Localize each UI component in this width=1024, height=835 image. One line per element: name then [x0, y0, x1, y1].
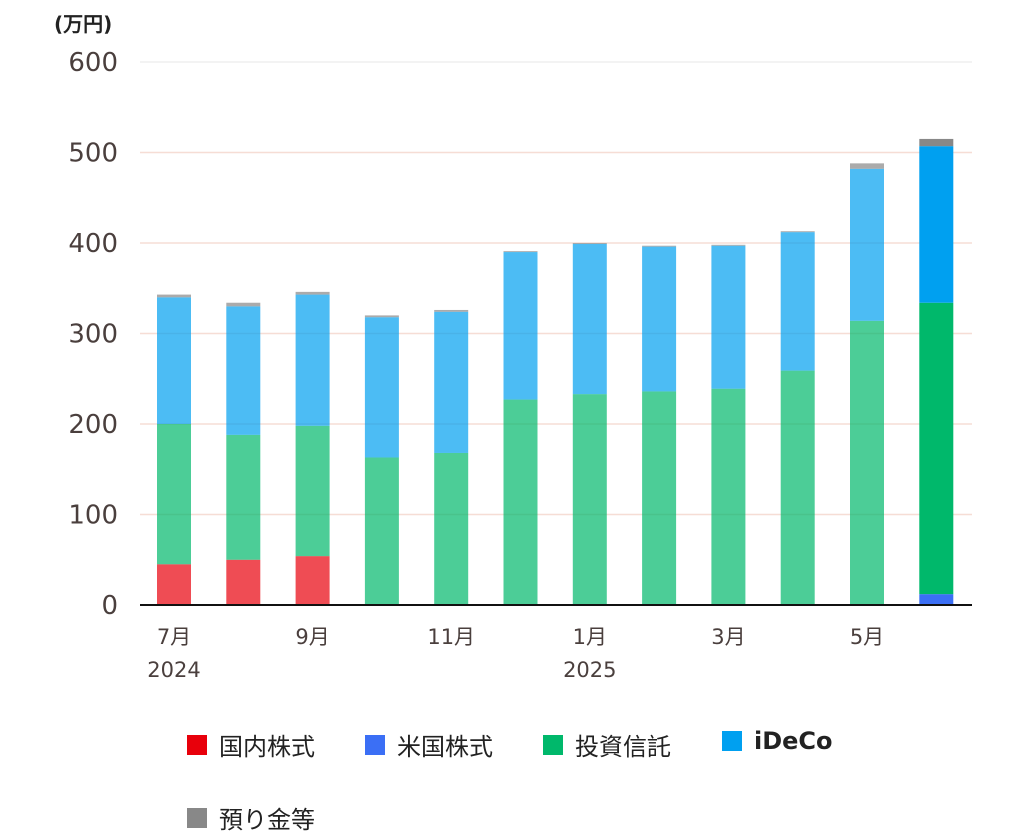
y-tick-label: 600: [68, 48, 118, 78]
bar-segment: [711, 388, 746, 605]
bar-segment: [642, 391, 677, 605]
bar-stack: [364, 315, 399, 605]
bar-segment: [295, 425, 330, 557]
x-year-label: 2025: [563, 658, 616, 682]
bar-segment: [226, 306, 261, 435]
bar-segment: [572, 394, 607, 605]
bar-segment: [780, 231, 815, 233]
bar-segment: [503, 251, 538, 253]
bar-segment: [364, 317, 399, 458]
bar-segment: [157, 294, 191, 298]
bars: [157, 138, 954, 605]
bar-segment: [711, 245, 746, 389]
bar-segment: [919, 138, 954, 147]
bar-segment: [919, 302, 954, 595]
bar-segment: [226, 434, 261, 560]
bar-stack: [157, 294, 191, 605]
bar-segment: [226, 559, 261, 605]
bar-segment: [919, 146, 954, 303]
bar-segment: [572, 243, 607, 244]
x-tick-label: 9月: [295, 625, 329, 649]
bar-segment: [572, 243, 607, 395]
bar-stack: [780, 231, 815, 605]
bar-segment: [642, 246, 677, 392]
y-tick-label: 500: [68, 139, 118, 169]
bar-stack: [503, 251, 538, 605]
bar-segment: [434, 452, 469, 605]
bar-segment: [364, 315, 399, 318]
y-tick-label: 100: [68, 501, 118, 531]
bar-segment: [434, 311, 469, 453]
bar-segment: [642, 245, 677, 247]
y-tick-label: 0: [101, 591, 118, 621]
bar-segment: [226, 302, 261, 307]
x-tick-label: 3月: [711, 625, 745, 649]
x-tick-label: 5月: [850, 625, 884, 649]
bar-stack: [226, 302, 261, 605]
bar-segment: [295, 556, 330, 605]
bar-segment: [157, 297, 191, 424]
bar-segment: [503, 399, 538, 605]
y-tick-label: 400: [68, 229, 118, 259]
bar-stack: [711, 244, 746, 605]
x-axis: 7月 2024 9月 11月 1月 2025 3月 5月: [147, 625, 884, 682]
x-year-label: 2024: [147, 658, 200, 682]
bar-segment: [780, 370, 815, 605]
bar-segment: [157, 424, 191, 565]
bar-segment: [850, 320, 884, 605]
bar-segment: [503, 252, 538, 400]
bar-stack: [642, 245, 677, 605]
bar-stack: [850, 163, 884, 605]
x-tick-label: 11月: [427, 625, 475, 649]
bar-segment: [295, 294, 330, 426]
bar-stack: [295, 291, 330, 605]
y-tick-label: 300: [68, 320, 118, 350]
bar-segment: [850, 168, 884, 321]
y-axis-unit-label: (万円): [54, 12, 113, 36]
bar-segment: [780, 232, 815, 371]
gridlines: [140, 61, 972, 516]
x-tick-label: 1月: [573, 625, 607, 649]
bar-stack: [434, 309, 469, 605]
bar-segment: [434, 309, 469, 312]
bar-stack: [919, 138, 954, 605]
x-tick-label: 7月: [157, 625, 191, 649]
y-axis: 600 500 400 300 200 100 0: [68, 48, 118, 621]
bar-segment: [157, 564, 191, 605]
y-tick-label: 200: [68, 410, 118, 440]
bar-segment: [295, 291, 330, 295]
bar-segment: [711, 244, 746, 246]
bar-segment: [919, 594, 954, 605]
bar-segment: [364, 457, 399, 605]
bar-stack: [572, 243, 607, 605]
bar-segment: [850, 163, 884, 169]
